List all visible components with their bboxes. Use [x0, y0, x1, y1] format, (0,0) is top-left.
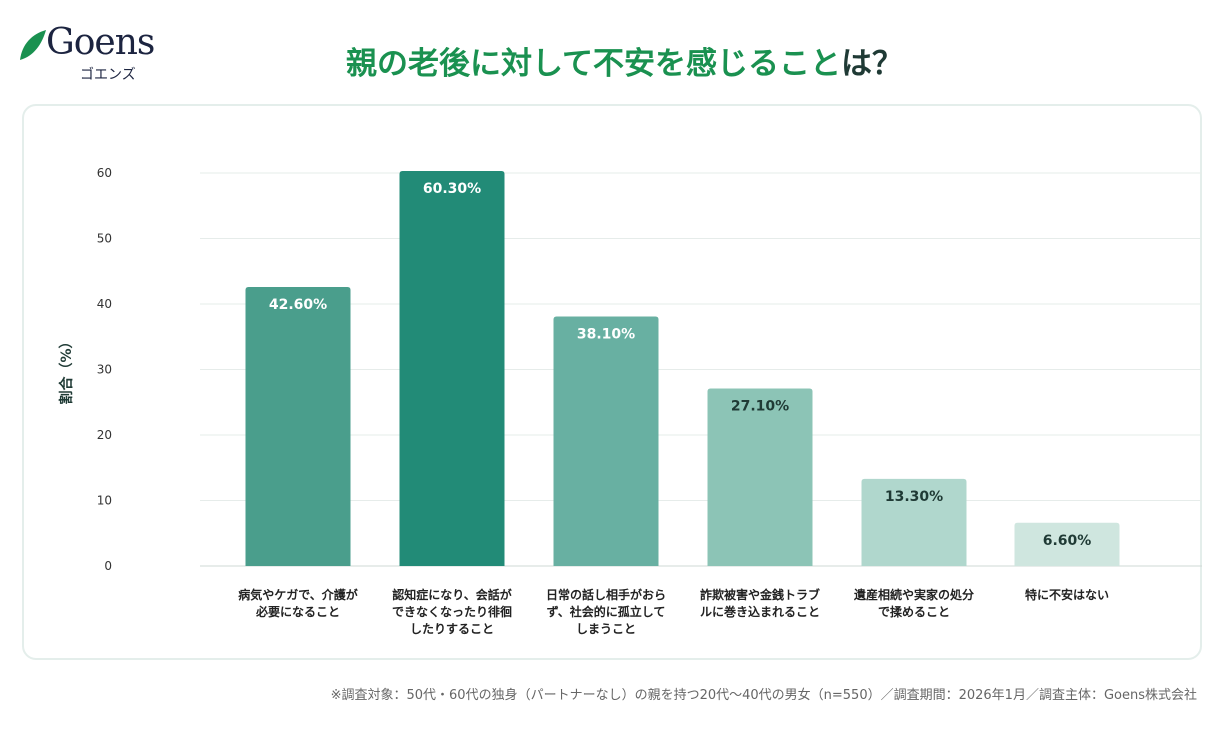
y-tick-label: 40 [97, 297, 112, 311]
bar [553, 316, 659, 566]
bar [707, 388, 813, 566]
footnote: ※調査対象：50代・60代の独身（パートナーなし）の親を持つ20代〜40代の男女… [330, 688, 1197, 703]
goens-logo: Goens ゴエンズ [18, 22, 178, 84]
y-tick-label: 30 [97, 363, 112, 377]
bar [861, 478, 967, 566]
data-label: 6.60% [1043, 533, 1092, 549]
x-tick-label: 詐欺被害や金銭トラブ [700, 587, 820, 602]
x-tick-label: ず、社会的に孤立して [547, 604, 666, 619]
x-tick-label: 特に不安はない [1025, 587, 1109, 602]
title-end: は？ [841, 46, 904, 82]
logo-kana: ゴエンズ [80, 67, 136, 83]
y-tick-label: 60 [97, 166, 112, 180]
x-tick-label: しまうこと [576, 622, 636, 636]
logo-text: Goens [46, 22, 155, 63]
data-label: 27.10% [731, 398, 789, 414]
bar [245, 286, 351, 566]
y-axis-label: 割合（%） [58, 334, 75, 404]
x-tick-label: したりすること [410, 622, 494, 636]
data-label: 38.10% [577, 326, 635, 342]
bar-chart: 0 10 20 30 40 50 60 割合（%） 42.60% 病気やケガで、介護が必要になるこ… [58, 166, 1202, 636]
leaf-icon [20, 30, 46, 60]
x-tick-label: 病気やケガで、介護が [238, 587, 358, 602]
data-label: 42.60% [269, 297, 327, 313]
bar [1014, 522, 1120, 566]
y-tick-label: 10 [97, 494, 112, 508]
chart-card: 0 10 20 30 40 50 60 割合（%） 42.60% 病気やケガで、介護が 必要になるこ… [22, 104, 1202, 660]
page-title: 親の老後に対して不安を感じることは？ [0, 38, 1229, 83]
bar [399, 171, 505, 566]
x-tick-label: 必要になること [255, 604, 340, 619]
x-tick-label: で揉めること [878, 604, 950, 619]
title-main: 親の老後に対して不安を感じること [345, 46, 842, 82]
x-tick-label: 認知症になり、会話が [392, 587, 512, 602]
y-tick-label: 20 [97, 428, 112, 442]
y-tick-label: 0 [104, 559, 112, 573]
data-label: 13.30% [885, 489, 943, 505]
x-tick-label: ルに巻き込まれること [700, 604, 820, 619]
x-tick-label: 遺産相続や実家の処分 [853, 587, 974, 602]
x-tick-label: できなくなったり徘徊 [392, 604, 512, 619]
y-tick-label: 50 [97, 232, 112, 246]
data-label: 60.30% [423, 181, 481, 197]
x-tick-label: 日常の話し相手がおら [546, 587, 666, 602]
